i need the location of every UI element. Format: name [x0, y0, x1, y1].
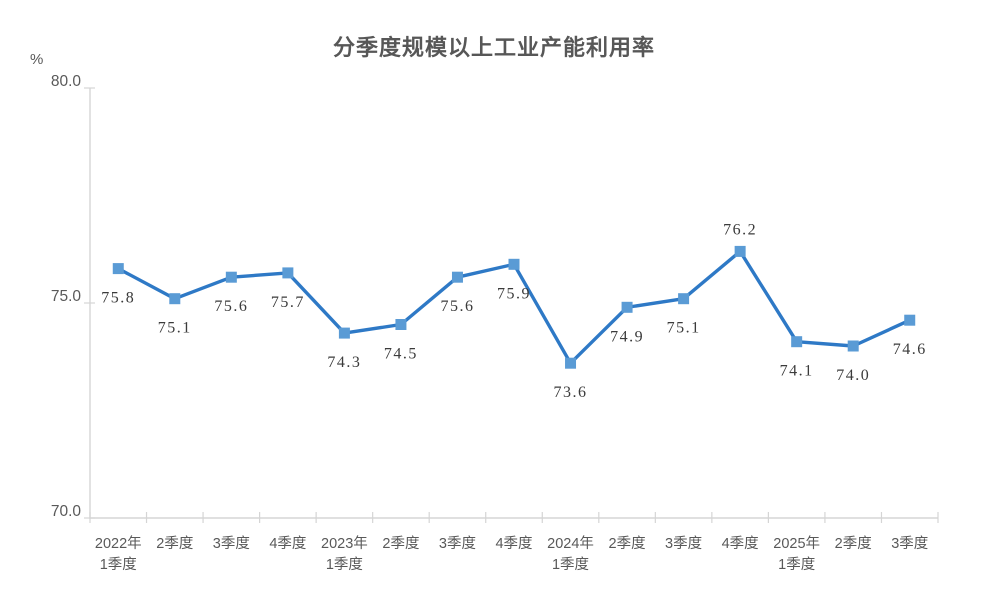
data-point-marker: [338, 327, 350, 339]
y-tick-label: 70.0: [51, 503, 82, 520]
data-point-marker: [451, 271, 463, 283]
x-tick-label: 4季度: [269, 535, 306, 552]
data-point-marker: [678, 293, 690, 305]
x-tick-label: 3季度: [665, 535, 702, 552]
data-point-marker: [904, 314, 916, 326]
data-point-label: 74.3: [327, 354, 361, 371]
data-point-marker: [791, 336, 803, 348]
x-tick-label: 2季度: [382, 535, 419, 552]
x-tick-label: 2022年 1季度: [95, 535, 142, 573]
data-point-marker: [169, 293, 181, 305]
data-point-label: 75.9: [497, 285, 531, 302]
data-point-label: 74.6: [893, 341, 927, 358]
y-axis-unit-label: %: [30, 51, 44, 68]
data-point-label: 75.1: [667, 320, 701, 337]
y-tick-label: 80.0: [51, 73, 82, 90]
data-point-marker: [112, 263, 124, 275]
data-point-marker: [282, 267, 294, 279]
x-tick-label: 2024年 1季度: [547, 535, 594, 573]
data-point-marker: [508, 258, 520, 270]
data-point-label: 74.1: [780, 363, 814, 380]
data-point-label: 75.8: [101, 290, 135, 307]
x-tick-label: 2023年 1季度: [321, 535, 368, 573]
data-point-marker: [734, 245, 746, 257]
y-tick-label: 75.0: [51, 288, 82, 305]
data-point-marker: [225, 271, 237, 283]
x-tick-label: 4季度: [722, 535, 759, 552]
data-point-label: 75.1: [158, 320, 192, 337]
chart-title: 分季度规模以上工业产能利用率: [332, 35, 655, 60]
data-point-marker: [847, 340, 859, 352]
data-point-label: 75.6: [214, 298, 248, 315]
x-tick-label: 2季度: [156, 535, 193, 552]
data-point-label: 73.6: [554, 384, 588, 401]
x-tick-label: 3季度: [213, 535, 250, 552]
data-point-label: 75.7: [271, 294, 305, 311]
x-tick-label: 2季度: [609, 535, 646, 552]
x-tick-label: 2025年 1季度: [773, 535, 820, 573]
data-point-label: 74.9: [610, 328, 644, 345]
data-point-label: 74.0: [836, 367, 870, 384]
data-point-label: 76.2: [723, 221, 757, 238]
data-point-label: 75.6: [440, 298, 474, 315]
data-point-marker: [565, 357, 577, 369]
data-point-label: 74.5: [384, 346, 418, 363]
x-tick-label: 3季度: [439, 535, 476, 552]
x-tick-label: 2季度: [835, 535, 872, 552]
data-point-marker: [621, 301, 633, 313]
x-tick-label: 3季度: [891, 535, 928, 552]
data-point-marker: [395, 319, 407, 330]
x-tick-label: 4季度: [495, 535, 532, 552]
